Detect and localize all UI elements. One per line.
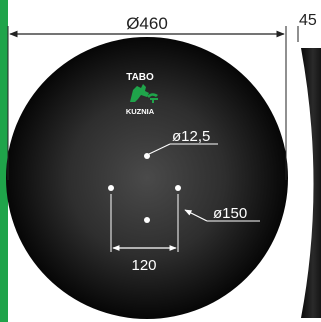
thickness-label: 45	[299, 12, 317, 29]
green-accent-strip	[0, 0, 8, 322]
bolt-hole-bottom	[144, 217, 150, 223]
disc-face	[6, 37, 288, 319]
outer-diameter-label: Ø460	[126, 14, 168, 33]
bolt-hole-pattern	[108, 185, 181, 252]
bolt-circle-callout: ø150	[184, 205, 260, 222]
center-hole-callout: ø12,5	[144, 128, 218, 159]
hole-spacing-label: 120	[131, 257, 156, 274]
bolt-circle-label: ø150	[213, 205, 247, 222]
disc-side-profile	[301, 48, 321, 318]
hole-spacing-dimension: 120	[112, 245, 177, 274]
outer-diameter-dimension: Ø460	[7, 14, 287, 180]
brand-name: TABO	[126, 72, 154, 83]
rooster-horseshoe-logo-icon	[130, 84, 158, 103]
brand-subname: KUZNIA	[126, 107, 155, 116]
bolt-hole-right	[175, 185, 181, 191]
bolt-hole-left	[108, 185, 114, 191]
thickness-dimension: 45	[297, 12, 317, 42]
brand-logo: TABO KUZNIA	[126, 72, 158, 116]
bolt-circle-leader	[184, 209, 208, 222]
center-hole-label: ø12,5	[172, 128, 210, 145]
center-hole-leader	[148, 143, 171, 155]
center-hole	[144, 153, 150, 159]
